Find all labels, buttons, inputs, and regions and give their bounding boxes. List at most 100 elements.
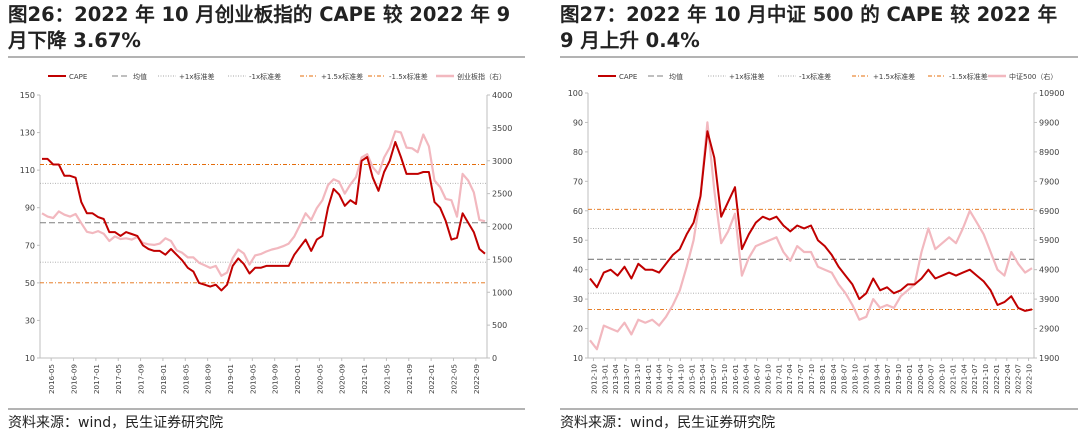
y-tick-label-left: 70 [25, 241, 35, 250]
x-tick-label: 2017-01 [774, 364, 783, 394]
legend-label: -1.5x标准差 [389, 72, 428, 81]
x-tick-label: 2021-09 [405, 364, 414, 394]
y-tick-label-right: 3000 [492, 157, 512, 166]
x-tick-label: 2015-07 [709, 364, 718, 394]
x-tick-label: 2022-09 [472, 364, 481, 394]
legend-label: -1x标准差 [249, 72, 281, 81]
y-tick-label-left: 80 [573, 148, 583, 157]
x-tick-label: 2020-04 [916, 364, 925, 394]
legend-label: -1.5x标准差 [949, 72, 988, 81]
x-tick-label: 2017-09 [137, 364, 146, 394]
y-tick-label-left: 10 [25, 354, 35, 363]
y-tick-label-left: 30 [573, 295, 583, 304]
y-tick-label-right: 0 [492, 354, 497, 363]
x-tick-label: 2019-04 [872, 364, 881, 394]
x-tick-label: 2017-10 [807, 364, 816, 394]
y-tick-label-right: 4000 [492, 91, 512, 100]
y-tick-label-right: 2900 [1039, 325, 1059, 334]
x-tick-label: 2021-01 [948, 364, 957, 394]
legend-label: +1x标准差 [729, 72, 764, 81]
legend-label: 均值 [133, 72, 147, 81]
y-tick-label-right: 9900 [1039, 118, 1059, 127]
x-tick-label: 2022-04 [1003, 364, 1012, 394]
x-tick-label: 2013-01 [600, 364, 609, 394]
cape-chart-csi500: 10 20 30 40 50 60 70 80 90 100 1900 2900 3900 4900 590… [568, 72, 1065, 394]
y-tick-label-left: 130 [20, 129, 35, 138]
x-tick-label: 2014-10 [676, 364, 685, 394]
x-tick-label: 2019-07 [883, 364, 892, 394]
x-tick-label: 2013-04 [611, 364, 620, 394]
x-tick-label: 2022-10 [1025, 364, 1034, 394]
y-tick-label-left: 40 [573, 266, 583, 275]
y-tick-label-right: 3500 [492, 124, 512, 133]
x-tick-label: 2016-07 [753, 364, 762, 394]
legend-label: +1.5x标准差 [321, 72, 363, 81]
title-divider [8, 56, 525, 58]
x-tick-label: 2016-04 [742, 364, 751, 394]
x-tick-label: 2017-01 [92, 364, 101, 394]
x-tick-label: 2021-05 [382, 364, 391, 394]
x-tick-label: 2013-10 [633, 364, 642, 394]
y-tick-label-left: 30 [25, 316, 35, 325]
y-tick-label-right: 2500 [492, 190, 512, 199]
x-tick-label: 2021-04 [959, 364, 968, 394]
legend-label: CAPE [69, 73, 87, 81]
x-tick-label: 2014-04 [655, 364, 664, 394]
y-tick-label-left: 100 [568, 89, 583, 98]
legend-label: -1x标准差 [799, 72, 831, 81]
y-tick-label-left: 50 [573, 236, 583, 245]
y-tick-label-right: 10900 [1039, 89, 1064, 98]
legend-label: +1x标准差 [179, 72, 214, 81]
y-tick-label-right: 500 [492, 321, 507, 330]
source-note: 资料来源：wind，民生证券研究院 [8, 415, 224, 431]
chart-title: 图27：2022 年 10 月中证 500 的 CAPE 较 2022 年 9 … [560, 3, 1058, 52]
y-tick-label-left: 60 [573, 207, 583, 216]
x-tick-label: 2019-09 [271, 364, 280, 394]
x-tick-label: 2019-01 [226, 364, 235, 394]
x-tick-label: 2014-07 [666, 364, 675, 394]
title-divider [560, 56, 1078, 58]
x-tick-label: 2020-09 [338, 364, 347, 394]
cape-series-line [42, 141, 486, 292]
x-tick-label: 2015-10 [720, 364, 729, 394]
y-tick-label-right: 2000 [492, 223, 512, 232]
x-tick-label: 2018-10 [851, 364, 860, 394]
legend-label: CAPE [619, 73, 637, 81]
y-tick-label-left: 10 [573, 354, 583, 363]
x-tick-label: 2018-05 [181, 364, 190, 394]
x-tick-label: 2015-04 [698, 364, 707, 394]
source-divider [8, 408, 525, 410]
x-tick-label: 2022-05 [449, 364, 458, 394]
y-tick-label-right: 6900 [1039, 207, 1059, 216]
chart-title: 图26：2022 年 10 月创业板指的 CAPE 较 2022 年 9 月下降… [8, 3, 511, 52]
source-note: 资料来源：wind，民生证券研究院 [560, 415, 776, 431]
x-tick-label: 2018-01 [818, 364, 827, 394]
y-tick-label-left: 20 [573, 325, 583, 334]
x-tick-label: 2019-05 [248, 364, 257, 394]
x-tick-label: 2018-04 [829, 364, 838, 394]
x-tick-label: 2012-10 [589, 364, 598, 394]
legend-label: 创业板指（右） [457, 72, 506, 81]
legend-label: +1.5x标准差 [873, 72, 915, 81]
x-tick-label: 2019-10 [894, 364, 903, 394]
y-tick-label-right: 1900 [1039, 354, 1059, 363]
y-tick-label-right: 3900 [1039, 295, 1059, 304]
x-tick-label: 2016-01 [731, 364, 740, 394]
x-tick-label: 2018-09 [204, 364, 213, 394]
x-tick-label: 2021-07 [970, 364, 979, 394]
x-tick-label: 2016-09 [70, 364, 79, 394]
x-tick-label: 2017-04 [785, 364, 794, 394]
x-tick-label: 2020-05 [315, 364, 324, 394]
x-tick-label: 2016-05 [47, 364, 56, 394]
x-tick-label: 2018-01 [159, 364, 168, 394]
chart-panel-right: 图27：2022 年 10 月中证 500 的 CAPE 较 2022 年 9 … [552, 0, 1080, 434]
x-tick-label: 2015-01 [687, 364, 696, 394]
y-tick-label-right: 1000 [492, 288, 512, 297]
x-tick-label: 2020-01 [905, 364, 914, 394]
y-tick-label-left: 70 [573, 177, 583, 186]
index-series-line [589, 121, 1033, 351]
x-tick-label: 2020-10 [938, 364, 947, 394]
x-tick-label: 2020-01 [293, 364, 302, 394]
y-tick-label-right: 1500 [492, 255, 512, 264]
x-tick-label: 2021-01 [360, 364, 369, 394]
